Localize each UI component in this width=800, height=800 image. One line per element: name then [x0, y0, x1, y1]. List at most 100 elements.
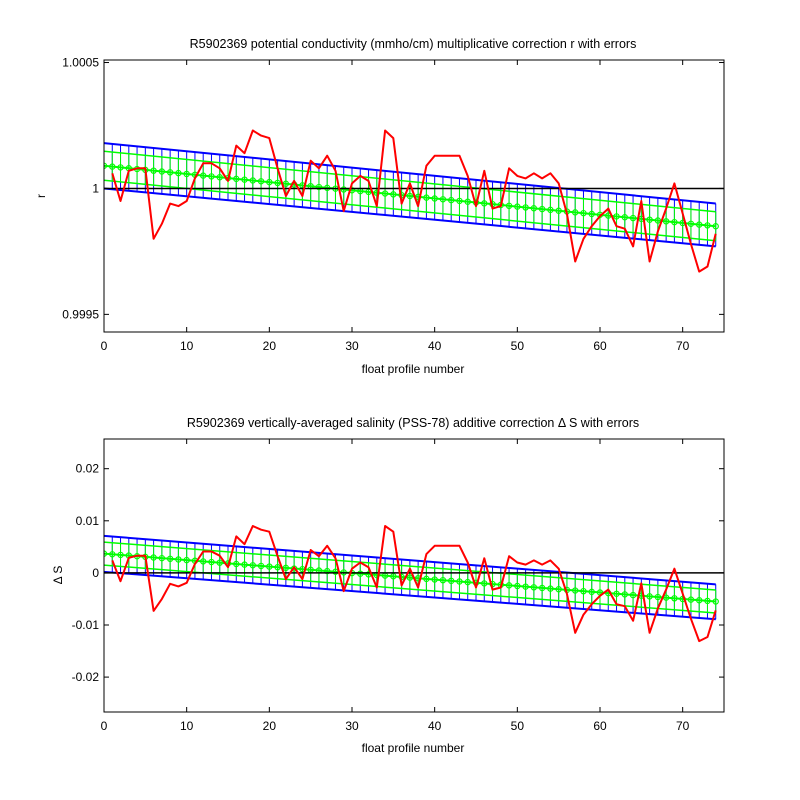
- top-fit-marker: [448, 196, 455, 204]
- bottom-fit-marker: [199, 558, 207, 565]
- top-fit-marker: [266, 178, 273, 186]
- bottom-fit-marker: [464, 578, 471, 586]
- bottom-fit-marker: [390, 573, 397, 580]
- bottom-x-tick-label: 50: [511, 719, 525, 733]
- bottom-x-tick-label: 20: [263, 719, 277, 733]
- bottom-fit-marker: [588, 588, 595, 596]
- bottom-fit-marker: [646, 593, 653, 600]
- bottom-plot-area: [104, 525, 724, 643]
- bottom-fit-marker: [175, 556, 182, 563]
- bottom-fit-marker: [183, 556, 190, 564]
- top-chart-title: R5902369 potential conductivity (mmho/cm…: [190, 37, 637, 51]
- bottom-y-tick-label: 0.02: [76, 462, 100, 476]
- bottom-fit-marker: [257, 562, 265, 570]
- bottom-fit-marker: [696, 597, 703, 604]
- top-data-series: [111, 129, 717, 273]
- bottom-fit-marker: [448, 577, 455, 585]
- top-fit-marker: [199, 172, 207, 179]
- top-fit-marker: [315, 183, 323, 191]
- top-fit-marker: [687, 220, 695, 227]
- top-fit-marker: [208, 173, 215, 180]
- bottom-fit-marker: [423, 575, 430, 583]
- top-fit-marker: [456, 197, 463, 205]
- top-fit-marker: [654, 217, 662, 224]
- bottom-fit-marker: [208, 558, 215, 566]
- top-fit-marker: [481, 200, 488, 207]
- bottom-fit-marker: [109, 551, 116, 558]
- bottom-fit-marker: [629, 591, 637, 599]
- bottom-fit-marker: [150, 554, 157, 561]
- top-x-tick-label: 60: [593, 339, 607, 353]
- bottom-fit-marker: [613, 590, 620, 597]
- top-fit-marker: [629, 214, 637, 222]
- top-fit-marker: [671, 218, 678, 226]
- top-fit-marker: [390, 191, 397, 198]
- top-error-lower-bound: [104, 187, 716, 248]
- top-fit-marker: [522, 204, 529, 211]
- bottom-fit-marker: [522, 583, 529, 590]
- bottom-fit-marker: [654, 593, 662, 601]
- top-y-axis-label: r: [34, 194, 48, 198]
- bottom-fit-marker: [580, 587, 587, 595]
- top-fit-marker: [183, 170, 190, 178]
- bottom-fit-marker: [514, 582, 521, 590]
- bottom-fit-upper: [104, 541, 716, 591]
- top-fit-marker: [166, 169, 174, 176]
- top-axes-frame: [103, 59, 725, 333]
- top-x-tick-label: 20: [263, 339, 277, 353]
- top-fit-marker: [646, 216, 653, 223]
- bottom-fit-marker: [266, 563, 273, 570]
- top-y-tick-label: 1.0005: [62, 56, 99, 70]
- top-fit-lower: [104, 179, 716, 242]
- top-fit-marker: [117, 164, 124, 171]
- top-y-tick-label: 1: [92, 181, 99, 195]
- bottom-data-series: [111, 525, 717, 643]
- bottom-fit-marker: [216, 559, 223, 566]
- top-fit-marker: [249, 177, 256, 184]
- bottom-x-tick-label: 40: [428, 719, 442, 733]
- bottom-y-tick-label: 0.01: [76, 514, 100, 528]
- top-fit-marker: [257, 178, 265, 185]
- top-fit-marker: [712, 223, 719, 230]
- top-fit-marker: [613, 213, 620, 220]
- bottom-fit-marker: [249, 562, 256, 569]
- top-fit-marker: [439, 196, 447, 203]
- top-fit-marker: [621, 214, 629, 221]
- bottom-error-lower-bound: [104, 570, 716, 621]
- top-fit-marker: [696, 221, 703, 228]
- bottom-fit-marker: [712, 598, 719, 605]
- bottom-fit-marker: [431, 576, 438, 583]
- top-fit-marker: [233, 175, 240, 183]
- top-fit-marker: [381, 190, 389, 197]
- top-fit-marker: [555, 207, 562, 214]
- bottom-fit-marker: [158, 554, 166, 562]
- bottom-fit-marker: [671, 595, 678, 602]
- top-fit-marker: [580, 209, 587, 217]
- top-fit-marker: [340, 186, 347, 193]
- top-fit-marker: [704, 222, 711, 229]
- bottom-chart-title: R5902369 vertically-averaged salinity (P…: [187, 416, 639, 430]
- bottom-fit-marker: [233, 560, 240, 568]
- top-fit-marker: [175, 169, 182, 177]
- bottom-fit-marker: [282, 564, 290, 572]
- top-x-tick-label: 50: [511, 339, 525, 353]
- bottom-x-tick-label: 60: [593, 719, 607, 733]
- bottom-y-axis-label: Δ S: [51, 566, 65, 585]
- bottom-fit-marker: [621, 591, 629, 598]
- top-x-tick-label: 70: [676, 339, 690, 353]
- bottom-fit-marker: [572, 587, 579, 594]
- top-error-upper-bound: [104, 142, 716, 205]
- bottom-fit-marker: [117, 551, 124, 559]
- bottom-fit-marker: [547, 585, 554, 592]
- bottom-fit-marker: [538, 584, 546, 592]
- top-fit-marker: [588, 210, 595, 218]
- top-fit-marker: [274, 179, 281, 187]
- top-fit-marker: [373, 189, 380, 196]
- top-fit-marker: [530, 205, 538, 212]
- top-fit-marker: [547, 206, 554, 214]
- bottom-axes-frame: [103, 438, 725, 713]
- top-x-tick-label: 0: [101, 339, 108, 353]
- bottom-fit-marker: [290, 565, 298, 572]
- bottom-fit-marker: [324, 567, 331, 575]
